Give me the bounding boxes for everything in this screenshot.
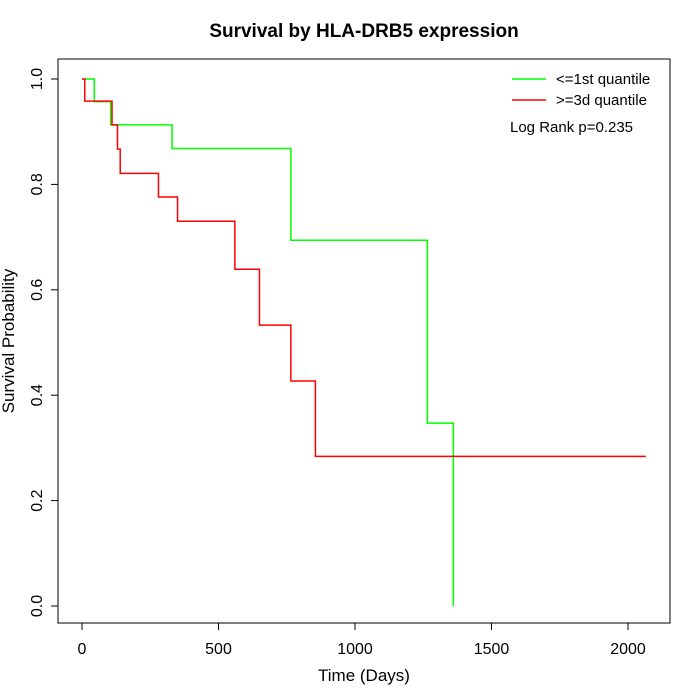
y-tick-label: 0.6 <box>29 279 46 301</box>
survival-curve-low <box>82 78 455 606</box>
series-layer <box>82 78 646 606</box>
y-tick-label: 0.2 <box>29 489 46 511</box>
x-tick-label: 0 <box>78 641 87 658</box>
y-tick-label: 0.0 <box>29 595 46 617</box>
survival-curve-high <box>82 78 646 458</box>
x-axis: 0 500 1000 1500 2000 <box>78 622 646 658</box>
y-tick-label: 0.4 <box>29 384 46 406</box>
x-tick-label: 1500 <box>474 641 510 658</box>
legend: <=1st quantile >=3d quantile <box>512 71 650 109</box>
legend-label-low: <=1st quantile <box>556 71 650 88</box>
chart-title: Survival by HLA-DRB5 expression <box>209 21 518 42</box>
y-axis-label: Survival Probability <box>0 268 18 413</box>
x-tick-label: 2000 <box>610 641 646 658</box>
log-rank-annotation: Log Rank p=0.235 <box>510 119 633 136</box>
x-tick-label: 500 <box>205 641 232 658</box>
y-tick-label: 0.8 <box>29 173 46 195</box>
y-tick-label: 1.0 <box>29 68 46 90</box>
legend-label-high: >=3d quantile <box>556 92 647 109</box>
x-axis-label: Time (Days) <box>318 666 410 685</box>
y-axis: 0.0 0.2 0.4 0.6 0.8 1.0 <box>29 68 59 617</box>
x-tick-label: 1000 <box>337 641 373 658</box>
plot-frame <box>57 58 671 624</box>
